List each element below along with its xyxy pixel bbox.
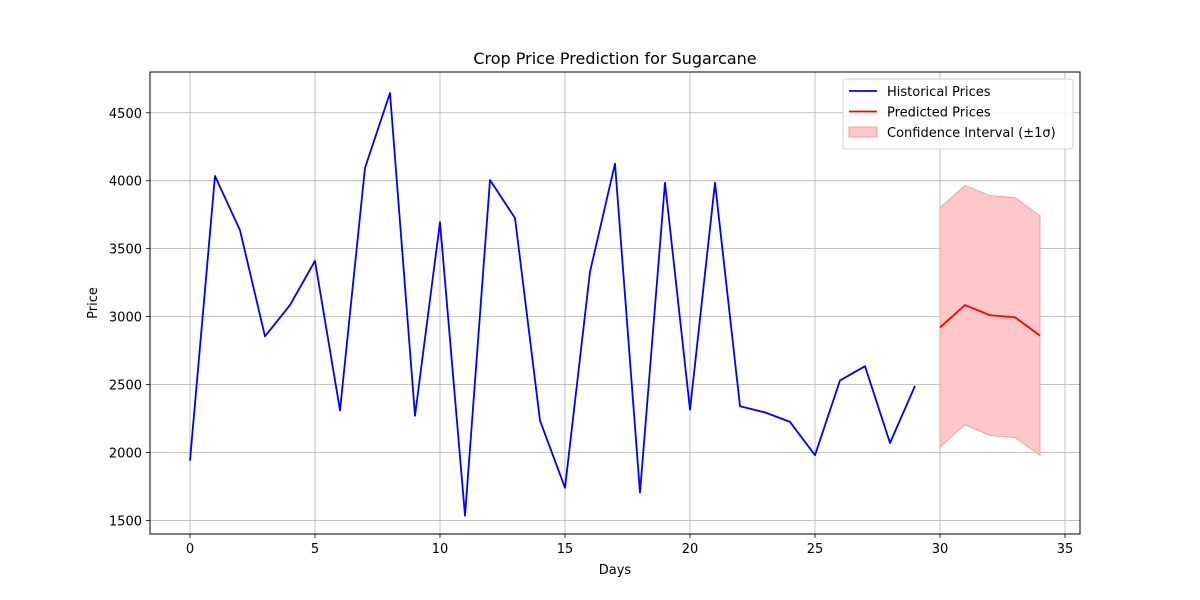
- x-tick-label: 15: [557, 542, 574, 557]
- x-tick-label: 5: [311, 542, 319, 557]
- y-tick-label: 3500: [109, 243, 142, 258]
- data-layer: [189, 92, 1041, 517]
- y-tick-label: 3000: [109, 311, 142, 326]
- x-axis-label: Days: [599, 563, 632, 578]
- predicted-prices-line: [939, 304, 1041, 337]
- legend: Historical Prices Predicted Prices Confide…: [842, 78, 1074, 150]
- x-tick-label: 20: [682, 542, 699, 557]
- legend-predicted-label: Predicted Prices: [887, 106, 991, 121]
- grid-lines: [150, 72, 1080, 534]
- plot-frame: [149, 71, 1081, 535]
- x-tick-label: 30: [932, 542, 949, 557]
- y-tick-label: 4500: [109, 107, 142, 122]
- y-tick-label: 4000: [109, 175, 142, 190]
- x-tick-label: 25: [807, 542, 824, 557]
- confidence-band: [939, 184, 1041, 457]
- historical-prices-line: [189, 92, 916, 517]
- y-tick-label: 1500: [109, 514, 142, 529]
- axis-ticks: 0 5 10 15 20 25 30 35 1500 2000 2500 3000 3500 4000 45…: [109, 107, 1073, 557]
- y-axis-label: Price: [86, 287, 101, 319]
- legend-historical-label: Historical Prices: [887, 85, 991, 100]
- x-tick-label: 35: [1057, 542, 1074, 557]
- y-tick-label: 2000: [109, 446, 142, 461]
- x-tick-label: 0: [186, 542, 194, 557]
- x-tick-label: 10: [432, 542, 449, 557]
- legend-confidence-label: Confidence Interval (±1σ): [887, 126, 1056, 141]
- legend-confidence-swatch: [848, 126, 878, 138]
- legend-box: [842, 78, 1074, 150]
- chart-title: Crop Price Prediction for Sugarcane: [473, 49, 756, 68]
- y-tick-label: 2500: [109, 379, 142, 394]
